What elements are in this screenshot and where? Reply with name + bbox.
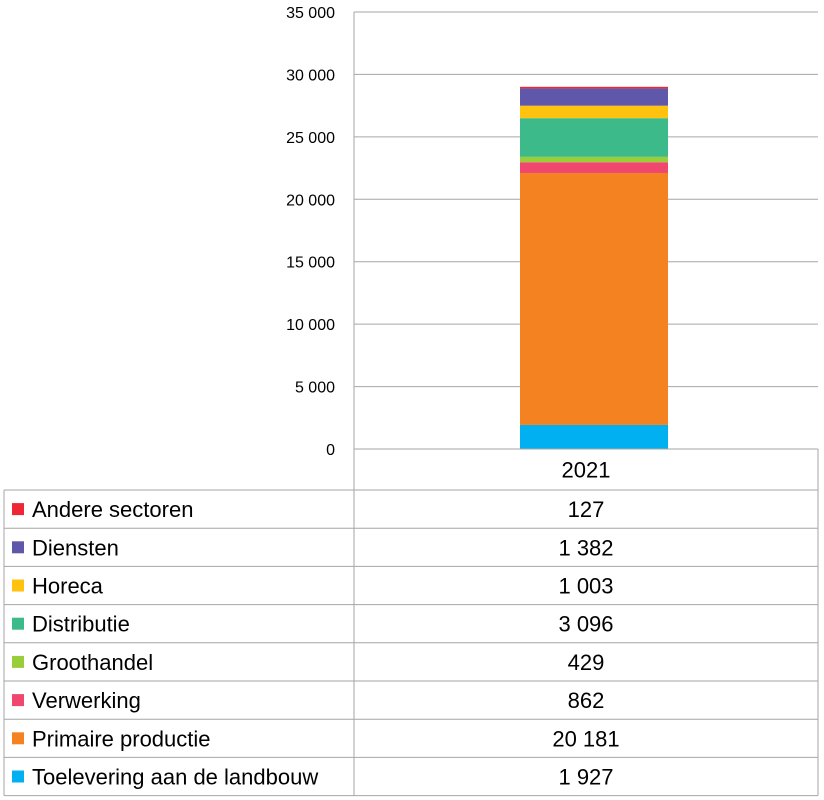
bar-segment-verwerking xyxy=(520,162,668,173)
data-value: 429 xyxy=(568,650,605,675)
bar-segments xyxy=(520,86,668,449)
data-value: 862 xyxy=(568,688,605,713)
data-value: 1 003 xyxy=(558,574,613,599)
y-tick-label: 25 000 xyxy=(286,130,335,147)
legend-swatch xyxy=(12,694,24,707)
data-value: 127 xyxy=(568,497,605,522)
legend-swatch xyxy=(12,655,24,668)
bar-segment-horeca xyxy=(520,105,668,119)
legend-entry: Distributie xyxy=(32,612,130,637)
legend-swatch xyxy=(12,503,24,516)
y-tick-label: 35 000 xyxy=(286,5,335,22)
y-axis-tick-labels: 0 5 000 10 000 15 000 20 000 25 000 30 000 35 0… xyxy=(286,5,335,459)
legend-entry: Verwerking xyxy=(32,688,141,713)
bar-segment-distributie xyxy=(520,118,668,157)
bar-segment-groothandel xyxy=(520,156,668,163)
legend-swatch xyxy=(12,732,24,745)
legend-swatch xyxy=(12,770,24,783)
data-table: 2021 Andere sectoren 127 Diensten 1 382 Horec… xyxy=(3,12,819,797)
legend-entry: Andere sectoren xyxy=(32,497,193,522)
legend-swatch xyxy=(12,579,24,592)
legend-entry: Groothandel xyxy=(32,650,153,675)
y-tick-label: 15 000 xyxy=(286,255,335,272)
y-tick-label: 10 000 xyxy=(286,317,335,334)
data-value: 20 181 xyxy=(552,726,619,751)
y-tick-label: 20 000 xyxy=(286,192,335,209)
data-value: 1 927 xyxy=(558,765,613,790)
legend-swatch xyxy=(12,617,24,630)
legend-swatch xyxy=(12,541,24,554)
y-tick-label: 30 000 xyxy=(286,67,335,84)
legend-entry: Horeca xyxy=(32,574,104,599)
bar-segment-primaire-productie xyxy=(520,172,668,425)
data-value: 1 382 xyxy=(558,535,613,560)
bar-segment-toelevering-aan-de-landbouw xyxy=(520,424,668,449)
category-label: 2021 xyxy=(562,458,611,483)
y-tick-label: 5 000 xyxy=(295,380,335,397)
bar-segment-andere-sectoren xyxy=(520,86,668,89)
data-value: 3 096 xyxy=(558,612,613,637)
legend-entry: Diensten xyxy=(32,535,119,560)
legend-entry: Toelevering aan de landbouw xyxy=(32,765,318,790)
legend-entry: Primaire productie xyxy=(32,726,211,751)
y-tick-label: 0 xyxy=(326,442,335,459)
bar-segment-diensten xyxy=(520,88,668,106)
